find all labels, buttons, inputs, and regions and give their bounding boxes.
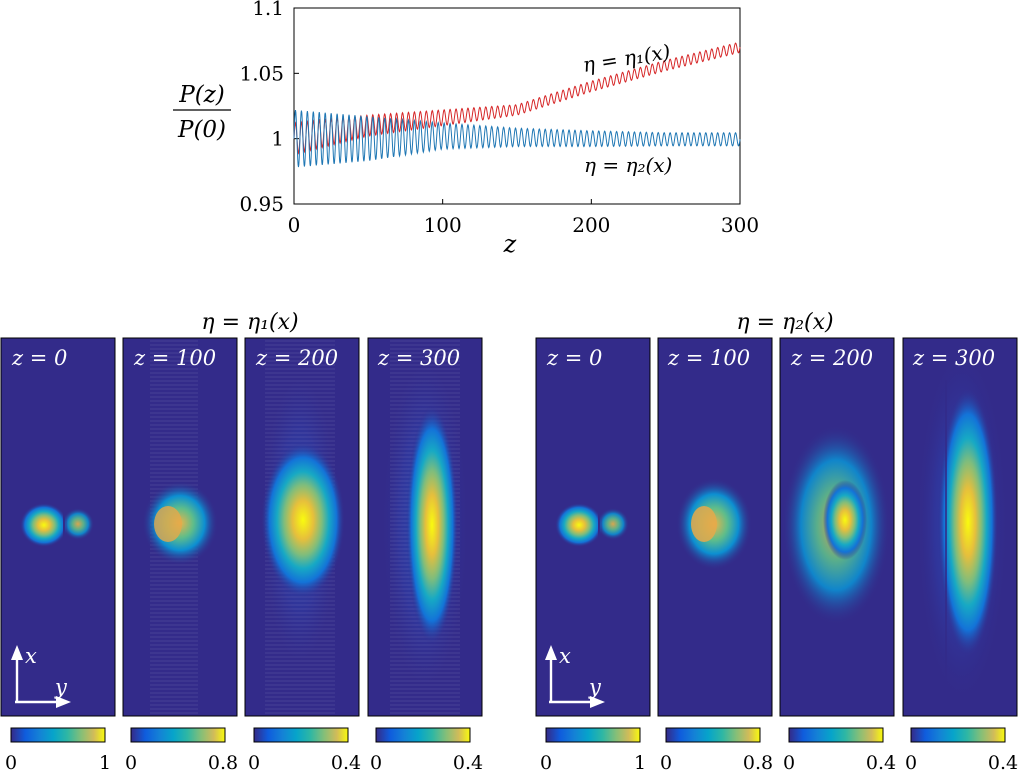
axis-y-label: y — [588, 675, 602, 699]
y-tick-label: 1.1 — [252, 0, 284, 20]
svg-text:0: 0 — [540, 752, 552, 773]
plot-frame — [293, 7, 741, 205]
y-tick-label: 1.05 — [239, 61, 284, 85]
series-eta1-line — [293, 42, 741, 155]
svg-text:z = 0: z = 0 — [11, 346, 67, 370]
colorbar-eta1-z300: 0 0.4 — [370, 727, 483, 773]
colorbar-eta2-z300: 0 0.4 — [905, 727, 1018, 773]
axes-arrows — [11, 645, 71, 708]
colorbar-eta2-z100: 0 0.8 — [660, 727, 773, 773]
svg-text:z = 300: z = 300 — [377, 346, 460, 370]
colorbar-eta1-z0: 0 1 — [5, 727, 111, 773]
svg-text:0.8: 0.8 — [208, 752, 238, 773]
heatmap-panel-eta2-z0: z = 0 x y — [535, 337, 651, 717]
svg-text:z = 100: z = 100 — [667, 346, 750, 370]
svg-text:z = 0: z = 0 — [546, 346, 602, 370]
heatmap-panel-eta2-z300: z = 300 — [902, 337, 1018, 717]
y-tick-label: 0.95 — [239, 192, 284, 216]
heatmap-panel-eta1-z0: z = 0 x y — [0, 337, 116, 717]
x-tick-label: 100 — [424, 213, 462, 237]
svg-text:0: 0 — [783, 752, 795, 773]
axis-y-label: y — [54, 675, 68, 699]
heatmap-panel-eta1-z200: z = 200 — [244, 337, 360, 717]
svg-text:z = 300: z = 300 — [912, 346, 995, 370]
svg-text:0.4: 0.4 — [988, 752, 1018, 773]
colorbar-eta1-z100: 0 0.8 — [125, 727, 238, 773]
heatmap-panel-eta1-z300: z = 300 — [367, 337, 483, 717]
x-tick-label: 200 — [572, 213, 610, 237]
heatmap-panel-eta1-z100: z = 100 — [122, 337, 238, 717]
y-axis-ticks: 0.95 1 1.05 1.1 — [239, 0, 299, 216]
axes-arrows — [545, 645, 605, 708]
colorbar-eta2-z200: 0 0.4 — [783, 727, 896, 773]
x-axis-label: z — [503, 230, 517, 258]
svg-text:P(z): P(z) — [178, 82, 225, 108]
heatmap-panel-eta2-z100: z = 100 — [657, 337, 773, 717]
svg-text:0: 0 — [660, 752, 672, 773]
colorbar-eta1-z200: 0 0.4 — [248, 727, 361, 773]
heatmap-group-title-eta2: η = η₂(x) — [736, 310, 833, 335]
axis-x-label: x — [25, 644, 37, 668]
svg-text:0: 0 — [370, 752, 382, 773]
x-tick-label: 0 — [288, 213, 301, 237]
x-tick-label: 300 — [721, 213, 759, 237]
heatmap-panel-eta2-z200: z = 200 — [779, 337, 895, 717]
x-axis-ticks: 0 100 200 300 — [288, 199, 759, 237]
svg-text:0.4: 0.4 — [331, 752, 361, 773]
svg-text:0.4: 0.4 — [866, 752, 896, 773]
svg-text:z = 100: z = 100 — [133, 346, 216, 370]
svg-text:1: 1 — [634, 752, 646, 773]
y-axis-label: P(z) P(0) — [173, 82, 231, 143]
svg-text:z = 200: z = 200 — [790, 346, 873, 370]
series-eta2-line — [293, 109, 741, 168]
svg-text:z = 200: z = 200 — [255, 346, 338, 370]
svg-text:0: 0 — [5, 752, 17, 773]
heatmap-group-title-eta1: η = η₁(x) — [201, 310, 298, 335]
svg-text:P(0): P(0) — [177, 117, 226, 143]
svg-text:0.8: 0.8 — [743, 752, 773, 773]
svg-text:0: 0 — [905, 752, 917, 773]
axis-x-label: x — [559, 644, 571, 668]
svg-text:1: 1 — [99, 752, 111, 773]
svg-text:0: 0 — [248, 752, 260, 773]
y-tick-label: 1 — [271, 127, 284, 151]
svg-text:0.4: 0.4 — [453, 752, 483, 773]
colorbar-eta2-z0: 0 1 — [540, 727, 646, 773]
series-eta2-label: η = η₂(x) — [584, 153, 672, 177]
svg-text:0: 0 — [125, 752, 137, 773]
